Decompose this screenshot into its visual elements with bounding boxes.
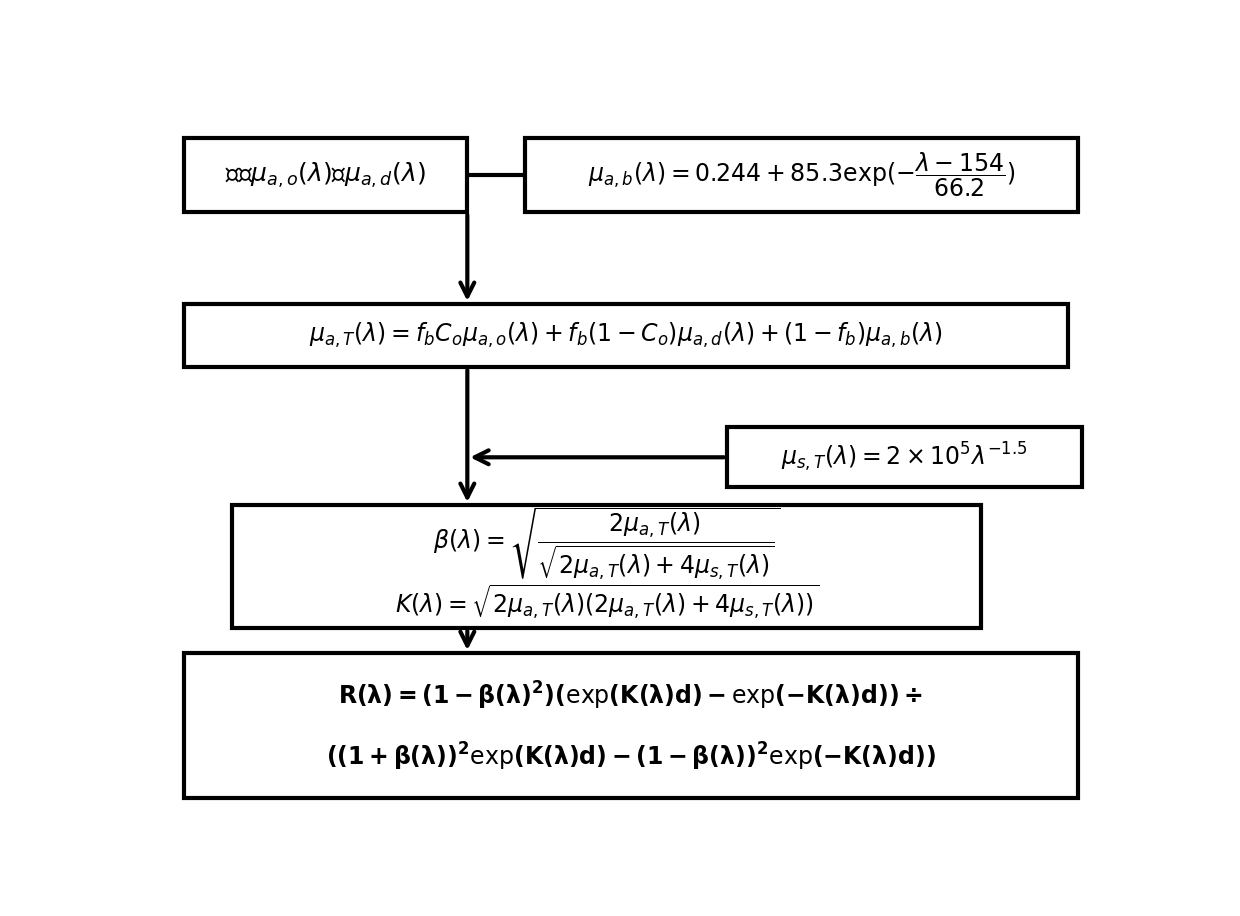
Text: $\beta(\lambda) = \sqrt{\dfrac{2\mu_{a,T}(\lambda)}{\sqrt{2\mu_{a,T}(\lambda)+4\: $\beta(\lambda) = \sqrt{\dfrac{2\mu_{a,T… xyxy=(433,506,780,583)
FancyBboxPatch shape xyxy=(727,427,1083,487)
Text: 查询$\mu_{a,o}(\lambda)$、$\mu_{a,d}(\lambda)$: 查询$\mu_{a,o}(\lambda)$、$\mu_{a,d}(\lambd… xyxy=(226,160,427,190)
Text: $\mathbf{((1 + \beta(\lambda))^2\exp(K(\lambda)d) - (1 - \beta(\lambda))^2\exp(-: $\mathbf{((1 + \beta(\lambda))^2\exp(K(\… xyxy=(326,741,936,773)
FancyBboxPatch shape xyxy=(184,304,1068,367)
FancyBboxPatch shape xyxy=(184,653,1078,798)
Text: $K(\lambda) = \sqrt{2\mu_{a,T}(\lambda)(2\mu_{a,T}(\lambda) + 4\mu_{s,T}(\lambda: $K(\lambda) = \sqrt{2\mu_{a,T}(\lambda)(… xyxy=(394,582,818,621)
Text: $\mu_{a,T}(\lambda) = f_b C_o \mu_{a,o}(\lambda) + f_b(1 - C_o)\mu_{a,d}(\lambda: $\mu_{a,T}(\lambda) = f_b C_o \mu_{a,o}(… xyxy=(309,322,942,350)
Text: $\mathbf{R(\lambda) = (1 - \beta(\lambda)^2)(\exp(K(\lambda)d) - \exp(-K(\lambda: $\mathbf{R(\lambda) = (1 - \beta(\lambda… xyxy=(339,681,923,713)
FancyBboxPatch shape xyxy=(232,505,982,628)
Text: $\mu_{a,b}(\lambda) = 0.244 + 85.3\exp(-\dfrac{\lambda - 154}{66.2})$: $\mu_{a,b}(\lambda) = 0.244 + 85.3\exp(-… xyxy=(588,151,1014,200)
Text: $\mu_{s,T}(\lambda) = 2 \times 10^5\lambda^{-1.5}$: $\mu_{s,T}(\lambda) = 2 \times 10^5\lamb… xyxy=(781,441,1028,474)
FancyBboxPatch shape xyxy=(184,138,467,213)
FancyBboxPatch shape xyxy=(525,138,1078,213)
